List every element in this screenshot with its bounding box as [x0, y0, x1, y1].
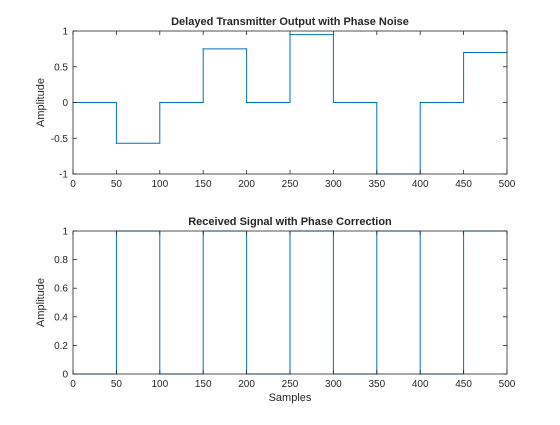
data-point	[419, 101, 421, 104]
y-tick-label: 0.4	[54, 312, 68, 323]
x-tick-label: 400	[412, 179, 429, 190]
chart-title: Received Signal with Phase Correction	[188, 216, 392, 228]
y-tick-label: 0.6	[54, 284, 68, 295]
data-point	[159, 101, 161, 104]
x-tick-label: 350	[368, 379, 385, 390]
x-tick-label: 250	[282, 179, 299, 190]
data-point	[332, 101, 334, 104]
y-tick-label: 0	[62, 370, 68, 381]
x-tick-label: 200	[238, 179, 255, 190]
x-tick-label: 250	[282, 379, 299, 390]
y-axis-label: Amplitude	[35, 278, 47, 327]
x-tick-label: 500	[499, 379, 516, 390]
y-tick-label: 1	[62, 27, 68, 38]
y-tick-label: 0.5	[54, 62, 68, 73]
x-tick-label: 450	[455, 179, 472, 190]
x-tick-label: 150	[195, 179, 212, 190]
y-tick-label: 0.8	[54, 255, 68, 266]
x-tick-label: 300	[325, 179, 342, 190]
x-tick-label: 150	[195, 379, 212, 390]
series-line	[73, 34, 507, 175]
x-axis-label: Samples	[269, 392, 312, 404]
y-tick-label: -1	[59, 170, 68, 181]
x-tick-label: 450	[455, 379, 472, 390]
x-tick-label: 50	[111, 379, 123, 390]
x-tick-label: 500	[499, 179, 516, 190]
y-axis-label: Amplitude	[35, 78, 47, 127]
y-tick-label: -0.5	[51, 134, 69, 145]
data-point	[463, 51, 465, 54]
data-point	[202, 48, 204, 50]
data-point	[115, 142, 117, 144]
data-point	[246, 101, 248, 104]
x-tick-label: 350	[368, 179, 385, 190]
bottom-subplot: 0 50 100 150 200 250 300 350 400 450 500 0 0.2 0.4 0.6…	[35, 216, 516, 404]
x-tick-label: 200	[238, 379, 255, 390]
chart-title: Delayed Transmitter Output with Phase No…	[171, 16, 409, 28]
x-tick-label: 50	[111, 179, 123, 190]
y-tick-label: 0	[62, 98, 68, 109]
x-tick-label: 0	[70, 179, 76, 190]
x-tick-label: 400	[412, 379, 429, 390]
x-tick-label: 100	[151, 179, 168, 190]
y-tick-label: 0.2	[54, 341, 68, 352]
series-line	[73, 230, 507, 375]
top-subplot: 0 50 100 150 200 250 300 350 400 450 500 -1 -0.5 0 0.5…	[35, 16, 516, 190]
y-tick-label: 1	[62, 227, 68, 238]
x-tick-label: 100	[151, 379, 168, 390]
x-tick-label: 300	[325, 379, 342, 390]
x-tick-label: 0	[70, 379, 76, 390]
